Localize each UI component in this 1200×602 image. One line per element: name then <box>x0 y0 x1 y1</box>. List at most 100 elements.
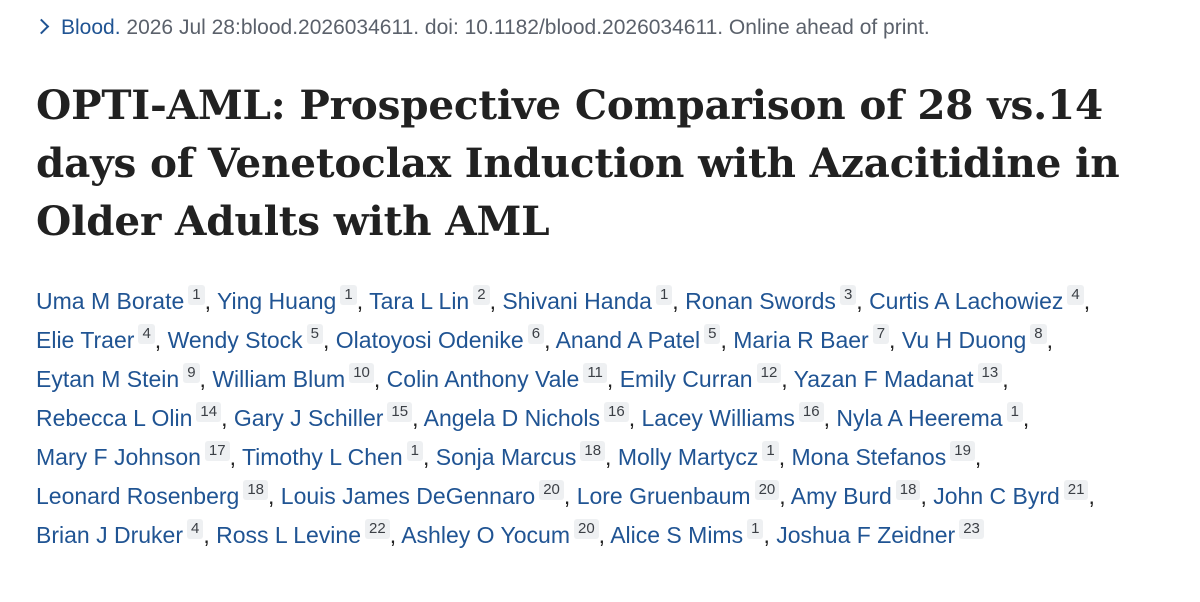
affiliation-badge[interactable]: 1 <box>747 519 764 539</box>
affiliation-badge[interactable]: 5 <box>306 324 323 344</box>
affiliation-badge[interactable]: 18 <box>243 480 269 500</box>
author-separator: , <box>781 366 788 392</box>
author-name-link[interactable]: Nyla A Heerema <box>836 405 1003 431</box>
affiliation-badge[interactable]: 19 <box>950 441 975 461</box>
affiliation-badge[interactable]: 9 <box>183 363 200 383</box>
author-name-link[interactable]: Emily Curran <box>619 366 753 392</box>
affiliation-badge[interactable]: 21 <box>1063 480 1089 500</box>
author-name-link[interactable]: Elie Traer <box>36 327 135 353</box>
affiliation-badge[interactable]: 3 <box>839 285 857 305</box>
author-name-link[interactable]: Colin Anthony Vale <box>386 366 580 392</box>
author-name-link[interactable]: Olatoyosi Odenike <box>335 327 524 353</box>
affiliation-badge[interactable]: 22 <box>365 519 390 539</box>
affiliation-badge[interactable]: 10 <box>349 363 374 383</box>
affiliation-badge[interactable]: 20 <box>539 480 564 500</box>
author-separator: , <box>889 327 896 353</box>
chevron-right-icon[interactable] <box>33 18 50 35</box>
affiliation-badge[interactable]: 8 <box>1030 324 1047 344</box>
author-name-link[interactable]: Curtis A Lachowiez <box>869 288 1064 314</box>
author-name-link[interactable]: Angela D Nichols <box>423 405 601 431</box>
affiliation-badge[interactable]: 23 <box>959 519 984 539</box>
author-name-link[interactable]: Ying Huang <box>216 288 337 314</box>
author-separator: , <box>199 366 206 392</box>
author-separator: , <box>544 327 551 353</box>
citation-line: Blood. 2026 Jul 28:blood.2026034611. doi… <box>33 14 930 42</box>
author-item: Ashley O Yocum 20, <box>401 519 605 548</box>
affiliation-badge[interactable]: 14 <box>196 402 222 422</box>
affiliation-badge[interactable]: 4 <box>186 519 204 539</box>
author-name-link[interactable]: Brian J Druker <box>36 522 183 548</box>
author-separator: , <box>154 327 162 353</box>
affiliation-badge[interactable]: 1 <box>406 441 423 461</box>
author-separator: , <box>823 405 830 431</box>
author-name-link[interactable]: Leonard Rosenberg <box>36 483 240 509</box>
affiliation-badge[interactable]: 4 <box>1067 285 1084 305</box>
author-item: Joshua F Zeidner 23 <box>776 519 984 548</box>
author-name-link[interactable]: Wendy Stock <box>167 327 303 353</box>
author-item: Maria R Baer 7, <box>733 324 896 353</box>
author-name-link[interactable]: Vu H Duong <box>901 327 1027 353</box>
author-separator: , <box>204 288 211 314</box>
author-name-link[interactable]: Eytan M Stein <box>36 366 180 392</box>
journal-link[interactable]: Blood. <box>61 16 121 39</box>
author-item: Anand A Patel 5, <box>555 324 727 353</box>
author-name-link[interactable]: Lacey Williams <box>641 405 795 431</box>
affiliation-badge[interactable]: 5 <box>704 324 721 344</box>
author-name-link[interactable]: Lore Gruenbaum <box>576 483 751 509</box>
affiliation-badge[interactable]: 4 <box>138 324 155 344</box>
affiliation-badge[interactable]: 1 <box>1006 402 1023 422</box>
author-name-link[interactable]: Shivani Handa <box>502 288 652 314</box>
affiliation-badge[interactable]: 13 <box>977 363 1003 383</box>
affiliation-badge[interactable]: 17 <box>204 441 230 461</box>
affiliation-badge[interactable]: 15 <box>387 402 413 422</box>
author-name-link[interactable]: Ashley O Yocum <box>401 522 570 548</box>
author-item: Rebecca L Olin 14, <box>36 402 228 431</box>
citation-details: 2026 Jul 28:blood.2026034611. doi: 10.11… <box>126 16 930 39</box>
author-name-link[interactable]: Amy Burd <box>790 483 892 509</box>
affiliation-badge[interactable]: 12 <box>756 363 782 383</box>
author-item: Amy Burd 18, <box>790 480 927 509</box>
affiliation-badge[interactable]: 18 <box>580 441 606 461</box>
affiliation-badge[interactable]: 16 <box>798 402 824 422</box>
author-separator: , <box>221 405 228 431</box>
author-name-link[interactable]: Yazan F Madanat <box>793 366 974 392</box>
author-item: Ying Huang 1, <box>216 285 364 314</box>
author-item: Emily Curran 12, <box>619 363 788 392</box>
author-name-link[interactable]: Anand A Patel <box>555 327 701 353</box>
affiliation-badge[interactable]: 11 <box>583 363 607 383</box>
affiliation-badge[interactable]: 16 <box>604 402 629 422</box>
author-separator: , <box>778 444 786 470</box>
author-item: Nyla A Heerema 1, <box>836 402 1029 431</box>
author-name-link[interactable]: Timothy L Chen <box>241 444 403 470</box>
author-item: Shivani Handa 1, <box>502 285 679 314</box>
author-name-link[interactable]: John C Byrd <box>933 483 1060 509</box>
affiliation-badge[interactable]: 1 <box>762 441 779 461</box>
affiliation-badge[interactable]: 7 <box>872 324 890 344</box>
affiliation-badge[interactable]: 18 <box>895 480 921 500</box>
affiliation-badge[interactable]: 20 <box>573 519 599 539</box>
author-name-link[interactable]: Alice S Mims <box>610 522 744 548</box>
author-name-link[interactable]: Louis James DeGennaro <box>280 483 536 509</box>
author-name-link[interactable]: Sonja Marcus <box>435 444 577 470</box>
affiliation-badge[interactable]: 2 <box>473 285 490 305</box>
author-item: Leonard Rosenberg 18, <box>36 480 274 509</box>
author-separator: , <box>356 288 364 314</box>
author-name-link[interactable]: William Blum <box>212 366 346 392</box>
author-name-link[interactable]: Gary J Schiller <box>233 405 384 431</box>
affiliation-badge[interactable]: 1 <box>340 285 357 305</box>
author-item: Ronan Swords 3, <box>685 285 863 314</box>
author-name-link[interactable]: Mary F Johnson <box>36 444 201 470</box>
affiliation-badge[interactable]: 1 <box>188 285 205 305</box>
author-name-link[interactable]: Molly Martycz <box>617 444 759 470</box>
author-name-link[interactable]: Rebecca L Olin <box>36 405 193 431</box>
author-name-link[interactable]: Ross L Levine <box>216 522 362 548</box>
author-name-link[interactable]: Maria R Baer <box>733 327 869 353</box>
affiliation-badge[interactable]: 1 <box>655 285 673 305</box>
author-name-link[interactable]: Tara L Lin <box>369 288 470 314</box>
author-name-link[interactable]: Mona Stefanos <box>791 444 947 470</box>
author-name-link[interactable]: Ronan Swords <box>685 288 836 314</box>
author-name-link[interactable]: Uma M Borate <box>36 288 185 314</box>
affiliation-badge[interactable]: 6 <box>527 324 545 344</box>
author-name-link[interactable]: Joshua F Zeidner <box>776 522 956 548</box>
affiliation-badge[interactable]: 20 <box>754 480 780 500</box>
